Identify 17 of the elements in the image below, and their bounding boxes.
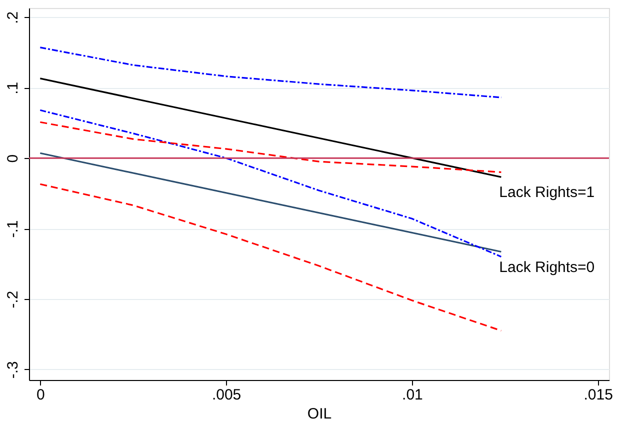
line-series (39, 46, 502, 98)
x-tick-label: .01 (402, 386, 423, 404)
line-series (39, 109, 502, 258)
line-series (39, 183, 502, 332)
series-label: Lack Rights=1 (499, 184, 595, 202)
x-tick-label: .005 (212, 386, 242, 404)
x-tick-label: 0 (36, 386, 45, 404)
x-tick-label: .015 (584, 386, 613, 404)
y-tick-label: .2 (4, 11, 22, 24)
y-tick-label: -.2 (4, 290, 22, 308)
y-tick-label: -.3 (4, 361, 22, 379)
x-axis-title: OIL (307, 406, 332, 422)
y-tick-label: 0 (4, 154, 22, 163)
y-tick-label: .1 (4, 82, 22, 94)
y-tick-label: -.1 (4, 220, 22, 238)
series-label: Lack Rights=0 (499, 258, 595, 276)
line-series (39, 121, 502, 173)
